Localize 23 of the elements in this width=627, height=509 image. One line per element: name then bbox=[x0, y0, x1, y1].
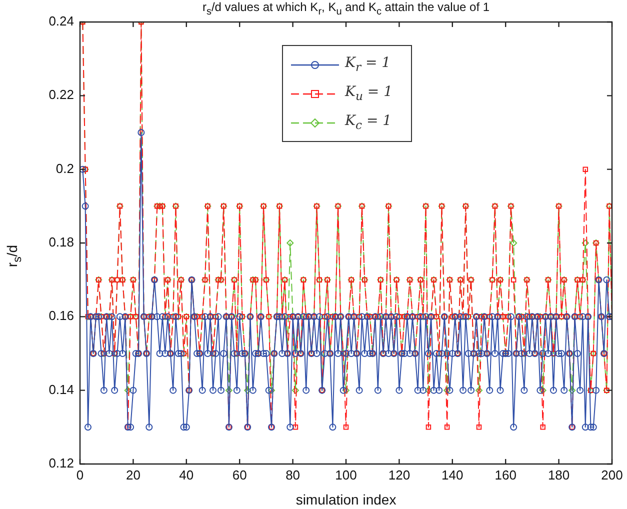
y-tick-label: 0.22 bbox=[48, 87, 74, 102]
x-tick-label: 200 bbox=[601, 467, 623, 482]
y-tick-label: 0.14 bbox=[48, 382, 74, 397]
y-tick-label: 0.18 bbox=[48, 234, 74, 250]
x-tick-label: 40 bbox=[179, 467, 194, 482]
x-tick-label: 140 bbox=[442, 467, 464, 482]
legend-label: K$_{c}$ = 1 bbox=[345, 113, 392, 132]
legend-label: K$_{u}$ = 1 bbox=[345, 84, 393, 103]
y-tick-label: 0.16 bbox=[48, 308, 74, 324]
x-tick-label: 80 bbox=[286, 467, 300, 482]
x-tick-label: 180 bbox=[548, 467, 570, 482]
y-tick-label: 0.12 bbox=[48, 456, 74, 471]
x-tick-label: 160 bbox=[494, 467, 516, 482]
y-tick-label: 0.24 bbox=[48, 14, 74, 29]
chart-title: r$_{s}$/d values at which K$_{r}$, K$_{u}$ and K$_{c}$ attain the value of 1 bbox=[202, 0, 490, 18]
x-tick-label: 20 bbox=[126, 467, 140, 482]
x-tick-label: 60 bbox=[232, 467, 247, 482]
x-tick-label: 120 bbox=[388, 467, 410, 482]
y-tick-label: 0.2 bbox=[56, 160, 74, 176]
legend-label: K$_{r}$ = 1 bbox=[345, 55, 391, 74]
x-axis-title: simulation index bbox=[296, 491, 396, 508]
x-tick-label: 0 bbox=[76, 467, 84, 482]
x-tick-label: 100 bbox=[335, 467, 357, 482]
